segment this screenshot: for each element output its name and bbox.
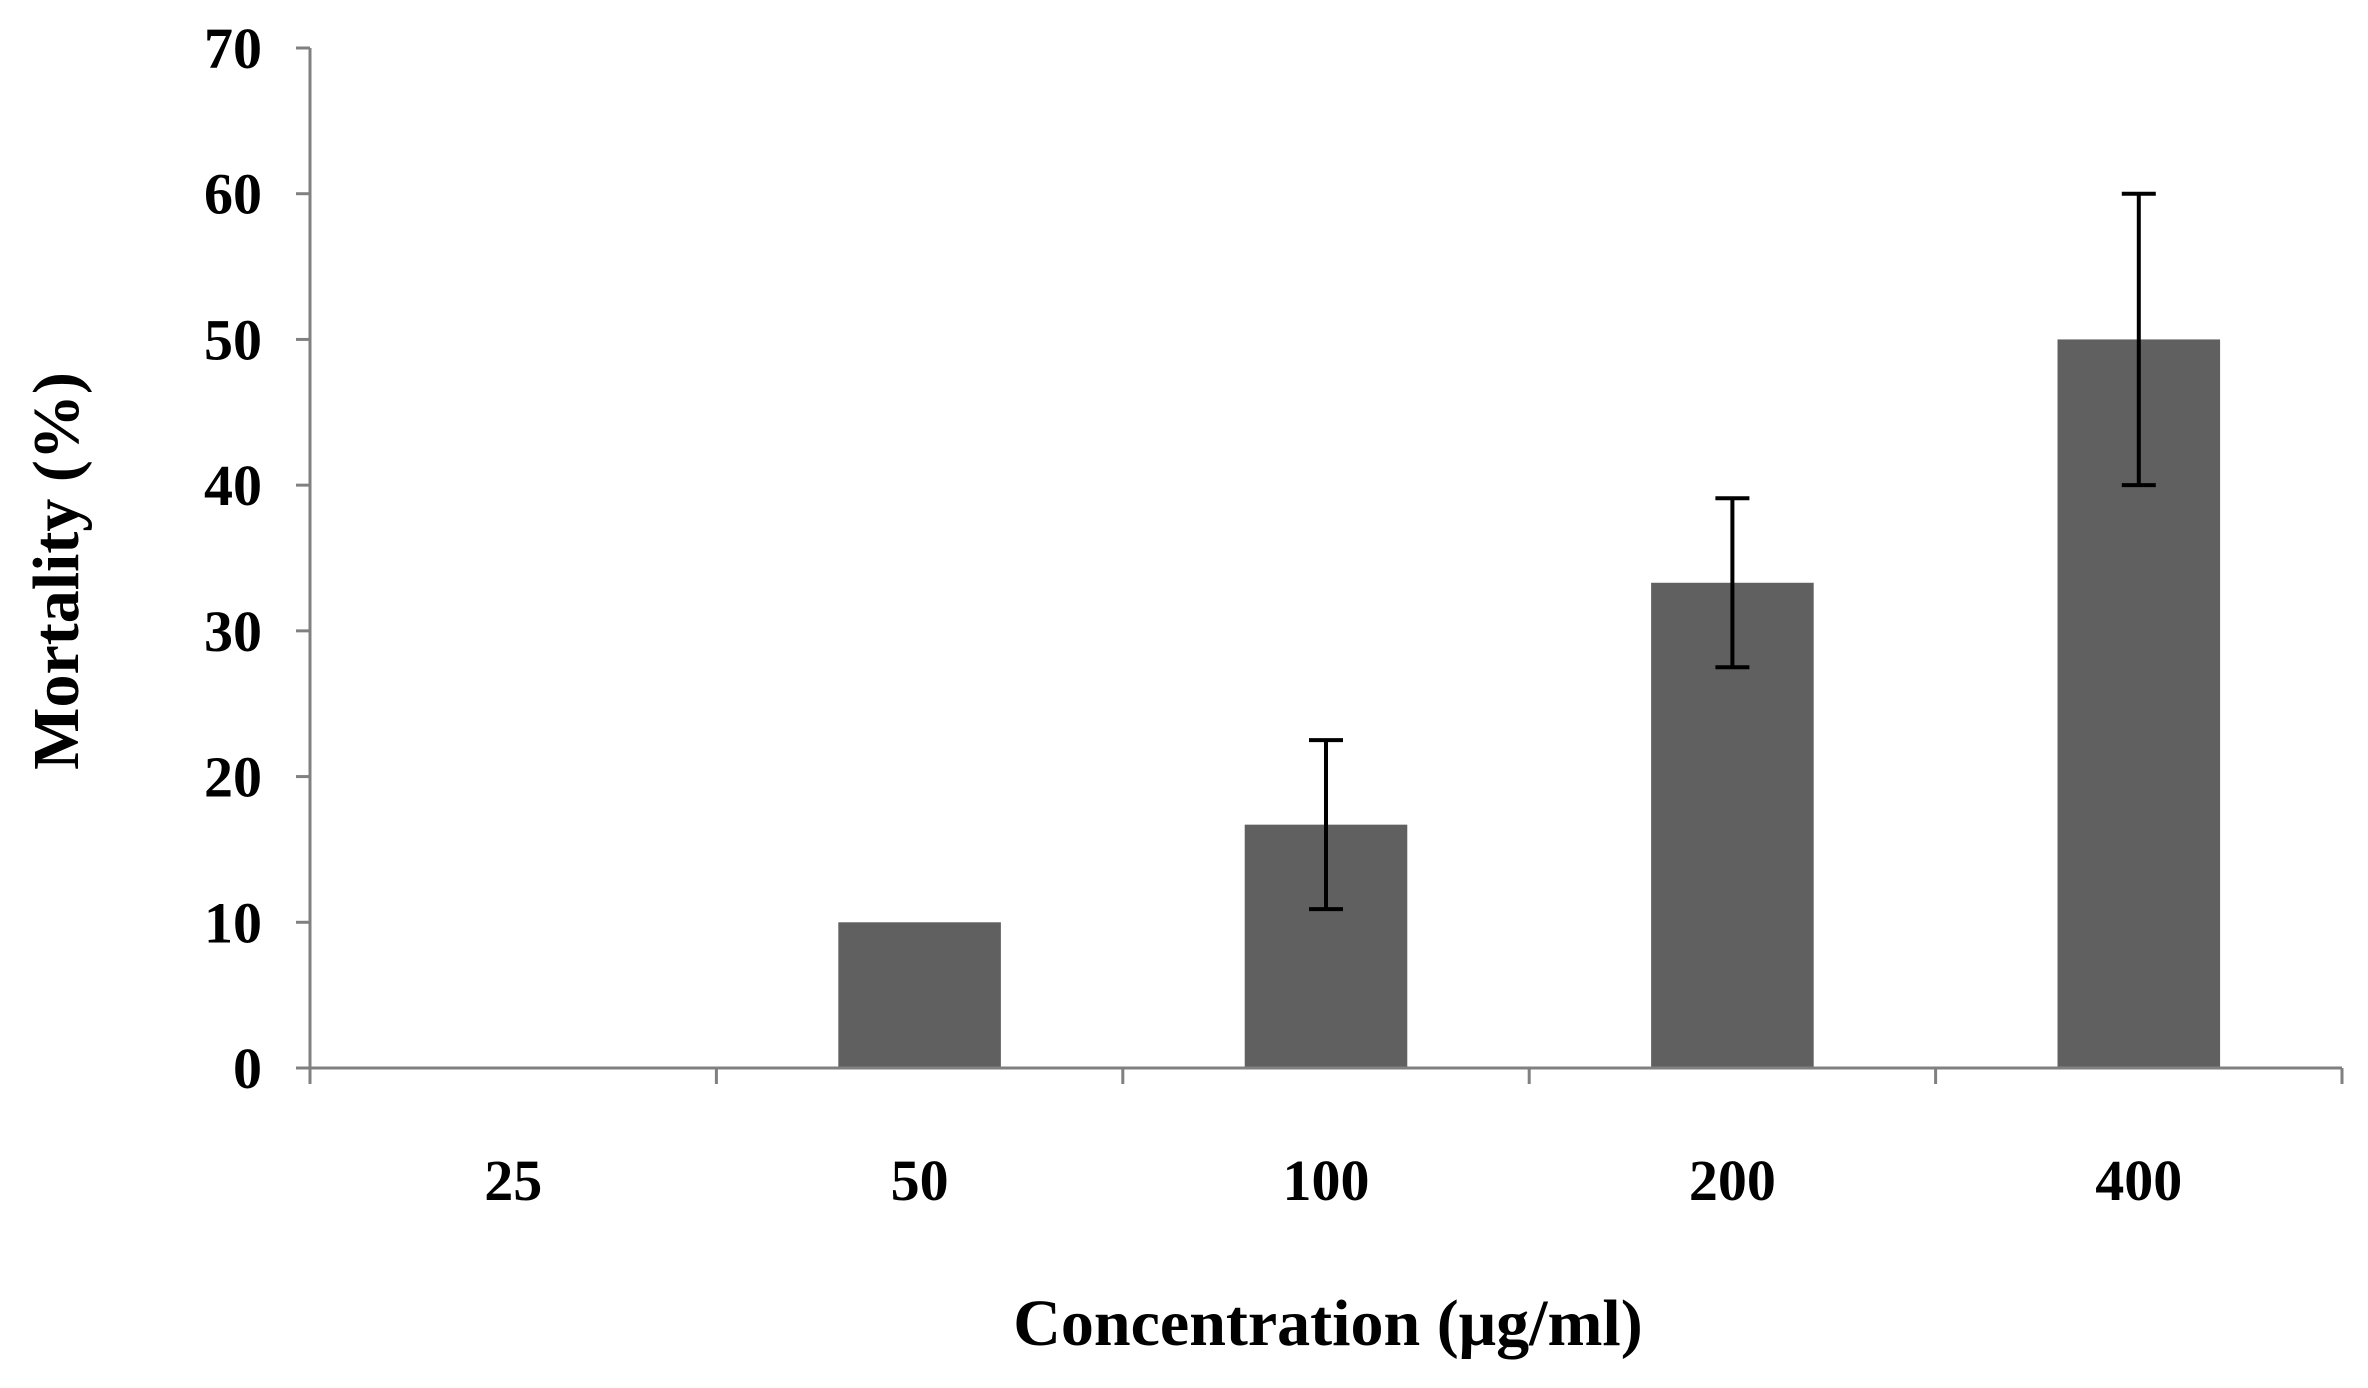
x-tick-labels: 25 50 100 200 400 [484, 1148, 2182, 1213]
y-tick-label-70: 70 [204, 16, 262, 81]
x-tick-label-400: 400 [2095, 1148, 2182, 1213]
x-tick-label-50: 50 [891, 1148, 949, 1213]
error-bar-100 [1309, 738, 1343, 912]
y-tick-label-10: 10 [204, 890, 262, 955]
error-bars-layer [1309, 191, 2156, 912]
error-bar-400 [2121, 191, 2156, 488]
error-bar-200 [1715, 496, 1750, 670]
y-tick-label-20: 20 [204, 745, 262, 810]
y-tick-label-30: 30 [204, 599, 262, 664]
y-tick-label-50: 50 [204, 307, 262, 372]
y-axis-title: Mortality (%) [20, 372, 93, 770]
y-tick-label-60: 60 [204, 162, 262, 227]
bar-50 [838, 922, 1001, 1068]
x-tick-label-100: 100 [1283, 1148, 1370, 1213]
y-tick-label-0: 0 [233, 1036, 262, 1101]
x-tick-label-200: 200 [1689, 1148, 1776, 1213]
axes-layer [296, 46, 2344, 1084]
y-tick-label-40: 40 [204, 453, 262, 518]
x-tick-label-25: 25 [484, 1148, 542, 1213]
y-tick-labels: 0 10 20 30 40 50 60 70 [204, 16, 262, 1101]
x-axis-title: Concentration (μg/ml) [1013, 1287, 1642, 1360]
bars-layer [838, 339, 2221, 1068]
